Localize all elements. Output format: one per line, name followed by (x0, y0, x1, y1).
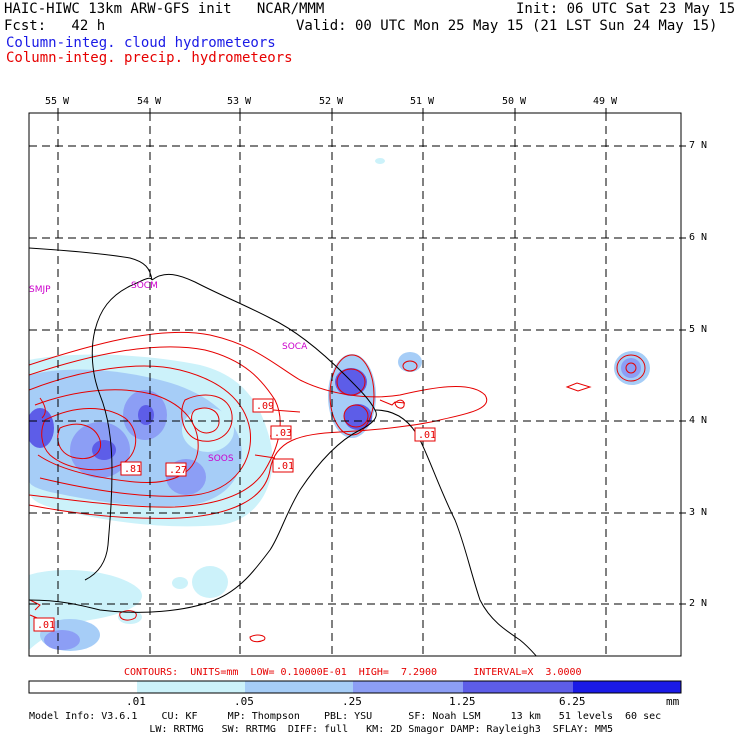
colorbar-units: mm (666, 695, 680, 708)
model-info-line1: Model Info: V3.6.1 CU: KF MP: Thompson P… (29, 711, 662, 722)
cloud-fills (29, 158, 650, 651)
contour-label-boxes (33, 398, 436, 632)
contour-info: CONTOURS: UNITS=mm LOW= 0.10000E-01 HIGH… (124, 667, 582, 678)
init-time: Init: 06 UTC Sat 23 May 15 (516, 1, 736, 17)
valid-time: Valid: 00 UTC Mon 25 May 15 (21 LST Sun … (296, 18, 718, 34)
lon-label-53w: 53 W (227, 96, 252, 107)
colorbar-label: 1.25 (449, 695, 476, 708)
station-soos: SOOS (208, 454, 234, 464)
colorbar-label: .01 (126, 695, 146, 708)
plot-frame (28, 112, 682, 657)
lat-label-3n: 3 N (689, 507, 708, 518)
lat-label-6n: 6 N (689, 232, 708, 243)
station-socm: SOCM (131, 281, 158, 291)
plot-area (29, 113, 681, 656)
latlon-grid (29, 113, 681, 656)
contour-label: .01 (418, 430, 436, 441)
lon-label-51w: 51 W (410, 96, 435, 107)
forecast-hour: Fcst: 42 h (4, 18, 106, 34)
contour-label: .03 (274, 428, 292, 439)
lat-label-2n: 2 N (689, 598, 708, 609)
colorbar (28, 680, 682, 694)
contour-labels: .09 .03 .01 .81 .27 .01 .01 (37, 401, 436, 631)
model-info-line2: LW: RRTMG SW: RRTMG DIFF: full KM: 2D Sm… (29, 724, 613, 735)
lon-label-52w: 52 W (319, 96, 344, 107)
precip-field-label: Column-integ. precip. hydrometeors (6, 50, 293, 66)
colorbar-label: .25 (342, 695, 362, 708)
contour-label: .09 (256, 401, 274, 412)
axis-ticks (57, 108, 686, 605)
station-labels: SMJP SOCM SOCA SOOS (29, 281, 308, 464)
station-soca: SOCA (282, 342, 308, 352)
lon-label-49w: 49 W (593, 96, 618, 107)
lon-label-54w: 54 W (137, 96, 162, 107)
lon-label-50w: 50 W (502, 96, 527, 107)
station-smjp: SMJP (29, 285, 51, 295)
lat-label-7n: 7 N (689, 140, 708, 151)
cloud-field-label: Column-integ. cloud hydrometeors (6, 35, 276, 51)
contour-label: .01 (37, 620, 55, 631)
lon-label-55w: 55 W (45, 96, 70, 107)
lat-label-5n: 5 N (689, 324, 708, 335)
model-title: HAIC-HIWC 13km ARW-GFS init NCAR/MMM (4, 1, 325, 17)
lat-label-4n: 4 N (689, 415, 708, 426)
contour-label: .01 (276, 461, 294, 472)
colorbar-label: .05 (234, 695, 254, 708)
contour-label: .81 (124, 464, 142, 475)
contour-label: .27 (169, 465, 187, 476)
colorbar-label: 6.25 (559, 695, 586, 708)
